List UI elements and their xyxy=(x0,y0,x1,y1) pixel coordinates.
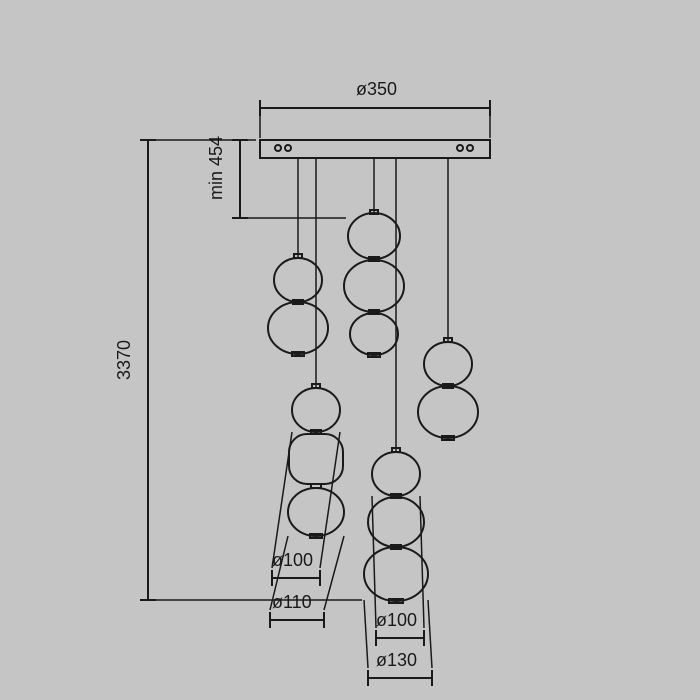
d100a-label: ø100 xyxy=(272,550,313,570)
d130-label: ø130 xyxy=(376,650,417,670)
min-drop-label: min 454 xyxy=(206,136,226,200)
total-height-label: 3370 xyxy=(114,340,134,380)
dim-d100-b: ø100 xyxy=(372,496,424,646)
pendant-4 xyxy=(288,158,344,538)
dim-canopy-diameter: ø350 xyxy=(260,79,490,138)
canopy xyxy=(260,140,490,158)
pendant-2 xyxy=(344,158,404,357)
pendant-light-diagram: ø350 3370 min 454 xyxy=(0,0,700,700)
canopy-diameter-label: ø350 xyxy=(356,79,397,99)
d100b-label: ø100 xyxy=(376,610,417,630)
pendant-3 xyxy=(418,158,478,440)
pendant-1 xyxy=(268,158,328,356)
d110-label: ø110 xyxy=(272,592,312,612)
